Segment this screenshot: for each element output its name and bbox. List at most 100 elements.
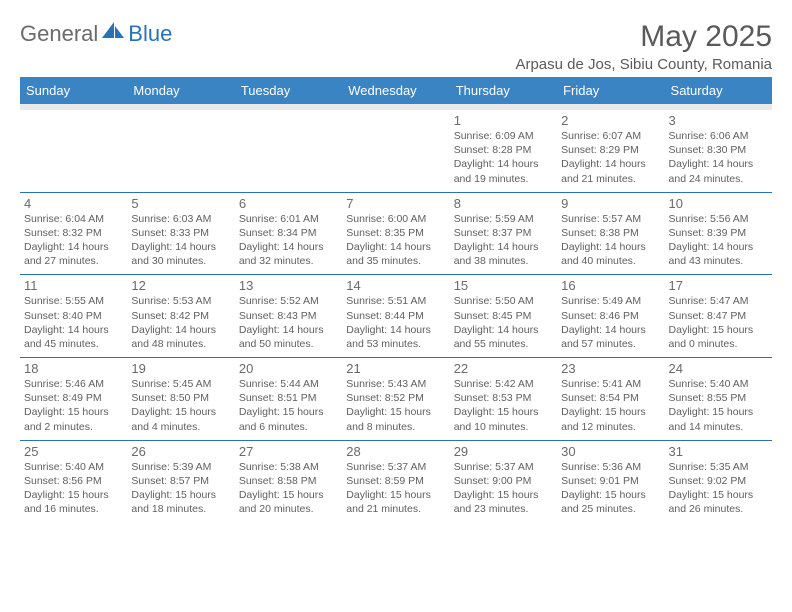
day-detail: Sunrise: 5:55 AMSunset: 8:40 PMDaylight:… [24, 294, 123, 351]
header: General Blue May 2025 Arpasu de Jos, Sib… [20, 20, 772, 73]
day-detail: Sunrise: 5:41 AMSunset: 8:54 PMDaylight:… [561, 377, 660, 434]
day-number: 25 [24, 444, 123, 459]
day-cell: 29Sunrise: 5:37 AMSunset: 9:00 PMDayligh… [450, 440, 557, 522]
day-cell: 16Sunrise: 5:49 AMSunset: 8:46 PMDayligh… [557, 275, 664, 358]
day-number: 16 [561, 278, 660, 293]
day-detail: Sunrise: 6:06 AMSunset: 8:30 PMDaylight:… [669, 129, 768, 186]
day-cell: 24Sunrise: 5:40 AMSunset: 8:55 PMDayligh… [665, 358, 772, 441]
day-number: 29 [454, 444, 553, 459]
logo-text-blue: Blue [128, 21, 172, 47]
day-cell: 15Sunrise: 5:50 AMSunset: 8:45 PMDayligh… [450, 275, 557, 358]
day-cell: 10Sunrise: 5:56 AMSunset: 8:39 PMDayligh… [665, 192, 772, 275]
day-number: 12 [131, 278, 230, 293]
day-detail: Sunrise: 5:47 AMSunset: 8:47 PMDaylight:… [669, 294, 768, 351]
day-detail: Sunrise: 5:56 AMSunset: 8:39 PMDaylight:… [669, 212, 768, 269]
week-row: 18Sunrise: 5:46 AMSunset: 8:49 PMDayligh… [20, 358, 772, 441]
day-detail: Sunrise: 5:38 AMSunset: 8:58 PMDaylight:… [239, 460, 338, 517]
day-number: 18 [24, 361, 123, 376]
day-detail: Sunrise: 5:39 AMSunset: 8:57 PMDaylight:… [131, 460, 230, 517]
day-detail: Sunrise: 5:52 AMSunset: 8:43 PMDaylight:… [239, 294, 338, 351]
day-detail: Sunrise: 5:36 AMSunset: 9:01 PMDaylight:… [561, 460, 660, 517]
calendar-table: SundayMondayTuesdayWednesdayThursdayFrid… [20, 77, 772, 522]
day-detail: Sunrise: 6:03 AMSunset: 8:33 PMDaylight:… [131, 212, 230, 269]
week-row: 25Sunrise: 5:40 AMSunset: 8:56 PMDayligh… [20, 440, 772, 522]
day-header: Wednesday [342, 77, 449, 104]
week-row: 11Sunrise: 5:55 AMSunset: 8:40 PMDayligh… [20, 275, 772, 358]
day-detail: Sunrise: 5:51 AMSunset: 8:44 PMDaylight:… [346, 294, 445, 351]
day-number: 15 [454, 278, 553, 293]
day-cell: 30Sunrise: 5:36 AMSunset: 9:01 PMDayligh… [557, 440, 664, 522]
day-cell: 23Sunrise: 5:41 AMSunset: 8:54 PMDayligh… [557, 358, 664, 441]
day-cell: 26Sunrise: 5:39 AMSunset: 8:57 PMDayligh… [127, 440, 234, 522]
day-number: 9 [561, 196, 660, 211]
day-cell [235, 110, 342, 192]
day-number: 24 [669, 361, 768, 376]
day-cell: 11Sunrise: 5:55 AMSunset: 8:40 PMDayligh… [20, 275, 127, 358]
day-detail: Sunrise: 5:35 AMSunset: 9:02 PMDaylight:… [669, 460, 768, 517]
day-cell: 20Sunrise: 5:44 AMSunset: 8:51 PMDayligh… [235, 358, 342, 441]
day-number: 23 [561, 361, 660, 376]
day-detail: Sunrise: 5:53 AMSunset: 8:42 PMDaylight:… [131, 294, 230, 351]
day-cell: 14Sunrise: 5:51 AMSunset: 8:44 PMDayligh… [342, 275, 449, 358]
day-number: 11 [24, 278, 123, 293]
title-block: May 2025 Arpasu de Jos, Sibiu County, Ro… [515, 20, 772, 73]
day-cell: 8Sunrise: 5:59 AMSunset: 8:37 PMDaylight… [450, 192, 557, 275]
day-detail: Sunrise: 6:01 AMSunset: 8:34 PMDaylight:… [239, 212, 338, 269]
day-cell: 25Sunrise: 5:40 AMSunset: 8:56 PMDayligh… [20, 440, 127, 522]
day-cell: 3Sunrise: 6:06 AMSunset: 8:30 PMDaylight… [665, 110, 772, 192]
day-cell [20, 110, 127, 192]
day-number: 1 [454, 113, 553, 128]
day-cell: 19Sunrise: 5:45 AMSunset: 8:50 PMDayligh… [127, 358, 234, 441]
day-cell: 6Sunrise: 6:01 AMSunset: 8:34 PMDaylight… [235, 192, 342, 275]
day-detail: Sunrise: 5:43 AMSunset: 8:52 PMDaylight:… [346, 377, 445, 434]
day-detail: Sunrise: 5:49 AMSunset: 8:46 PMDaylight:… [561, 294, 660, 351]
day-number: 2 [561, 113, 660, 128]
day-cell: 5Sunrise: 6:03 AMSunset: 8:33 PMDaylight… [127, 192, 234, 275]
day-number: 21 [346, 361, 445, 376]
day-number: 28 [346, 444, 445, 459]
week-row: 1Sunrise: 6:09 AMSunset: 8:28 PMDaylight… [20, 110, 772, 192]
day-header: Sunday [20, 77, 127, 104]
day-cell: 9Sunrise: 5:57 AMSunset: 8:38 PMDaylight… [557, 192, 664, 275]
day-cell: 27Sunrise: 5:38 AMSunset: 8:58 PMDayligh… [235, 440, 342, 522]
day-number: 20 [239, 361, 338, 376]
day-number: 19 [131, 361, 230, 376]
day-header: Saturday [665, 77, 772, 104]
calendar-body: 1Sunrise: 6:09 AMSunset: 8:28 PMDaylight… [20, 104, 772, 522]
day-cell: 4Sunrise: 6:04 AMSunset: 8:32 PMDaylight… [20, 192, 127, 275]
day-cell: 13Sunrise: 5:52 AMSunset: 8:43 PMDayligh… [235, 275, 342, 358]
day-number: 30 [561, 444, 660, 459]
day-number: 31 [669, 444, 768, 459]
day-detail: Sunrise: 6:04 AMSunset: 8:32 PMDaylight:… [24, 212, 123, 269]
day-cell: 22Sunrise: 5:42 AMSunset: 8:53 PMDayligh… [450, 358, 557, 441]
logo-sail-icon [100, 20, 126, 47]
day-number: 8 [454, 196, 553, 211]
day-header-row: SundayMondayTuesdayWednesdayThursdayFrid… [20, 77, 772, 104]
day-detail: Sunrise: 5:37 AMSunset: 8:59 PMDaylight:… [346, 460, 445, 517]
day-detail: Sunrise: 5:40 AMSunset: 8:56 PMDaylight:… [24, 460, 123, 517]
day-detail: Sunrise: 5:57 AMSunset: 8:38 PMDaylight:… [561, 212, 660, 269]
day-number: 13 [239, 278, 338, 293]
day-number: 27 [239, 444, 338, 459]
day-cell: 28Sunrise: 5:37 AMSunset: 8:59 PMDayligh… [342, 440, 449, 522]
day-number: 22 [454, 361, 553, 376]
day-number: 3 [669, 113, 768, 128]
day-cell [127, 110, 234, 192]
day-cell: 2Sunrise: 6:07 AMSunset: 8:29 PMDaylight… [557, 110, 664, 192]
day-number: 7 [346, 196, 445, 211]
day-detail: Sunrise: 5:45 AMSunset: 8:50 PMDaylight:… [131, 377, 230, 434]
day-detail: Sunrise: 5:37 AMSunset: 9:00 PMDaylight:… [454, 460, 553, 517]
day-detail: Sunrise: 5:59 AMSunset: 8:37 PMDaylight:… [454, 212, 553, 269]
day-header: Friday [557, 77, 664, 104]
day-cell: 31Sunrise: 5:35 AMSunset: 9:02 PMDayligh… [665, 440, 772, 522]
day-detail: Sunrise: 5:40 AMSunset: 8:55 PMDaylight:… [669, 377, 768, 434]
day-detail: Sunrise: 6:07 AMSunset: 8:29 PMDaylight:… [561, 129, 660, 186]
week-row: 4Sunrise: 6:04 AMSunset: 8:32 PMDaylight… [20, 192, 772, 275]
day-number: 14 [346, 278, 445, 293]
day-cell [342, 110, 449, 192]
day-cell: 12Sunrise: 5:53 AMSunset: 8:42 PMDayligh… [127, 275, 234, 358]
day-detail: Sunrise: 5:42 AMSunset: 8:53 PMDaylight:… [454, 377, 553, 434]
day-cell: 7Sunrise: 6:00 AMSunset: 8:35 PMDaylight… [342, 192, 449, 275]
day-header: Tuesday [235, 77, 342, 104]
day-header: Monday [127, 77, 234, 104]
